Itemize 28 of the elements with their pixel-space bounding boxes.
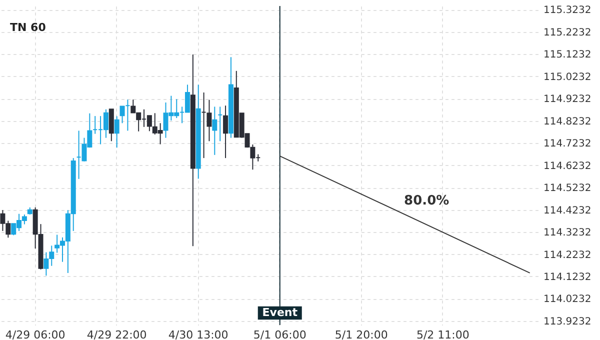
candlestick bbox=[114, 116, 120, 148]
y-tick-label: 114.4232 bbox=[544, 205, 592, 216]
x-tick-label: 5/1 20:00 bbox=[334, 328, 388, 340]
x-tick-label: 4/30 13:00 bbox=[168, 328, 228, 340]
y-tick-label: 114.9232 bbox=[544, 94, 592, 106]
x-tick-label: 4/29 06:00 bbox=[5, 328, 66, 340]
y-tick-label: 114.8232 bbox=[544, 116, 592, 128]
y-tick-label: 114.5232 bbox=[544, 183, 592, 194]
annotation: 80.0% bbox=[404, 194, 450, 209]
candlestick bbox=[120, 106, 125, 124]
y-tick-label: 114.1232 bbox=[544, 272, 592, 283]
candlestick bbox=[212, 106, 218, 156]
x-tick-label: 4/29 22:00 bbox=[86, 328, 147, 340]
x-tick-label: 5/1 06:00 bbox=[253, 328, 306, 340]
candlestick bbox=[223, 105, 228, 159]
text: TN 60 bbox=[10, 21, 46, 34]
y-tick-label: 115.0232 bbox=[544, 72, 592, 83]
y-tick-label: 113.9232 bbox=[544, 316, 592, 328]
y-tick-label: 115.3232 bbox=[544, 5, 592, 16]
y-tick-label: 114.3232 bbox=[544, 228, 592, 239]
ref-line-label: Event bbox=[262, 306, 298, 319]
y-tick-label: 115.1232 bbox=[544, 50, 592, 61]
y-tick-label: 114.6232 bbox=[544, 160, 592, 172]
y-tick-label: 114.0232 bbox=[544, 294, 592, 306]
y-tick-label: 114.2232 bbox=[544, 250, 592, 261]
x-tick-label: 5/2 11:00 bbox=[416, 328, 470, 340]
y-tick-label: 114.7232 bbox=[544, 138, 592, 150]
y-tick-label: 115.2232 bbox=[544, 27, 592, 38]
